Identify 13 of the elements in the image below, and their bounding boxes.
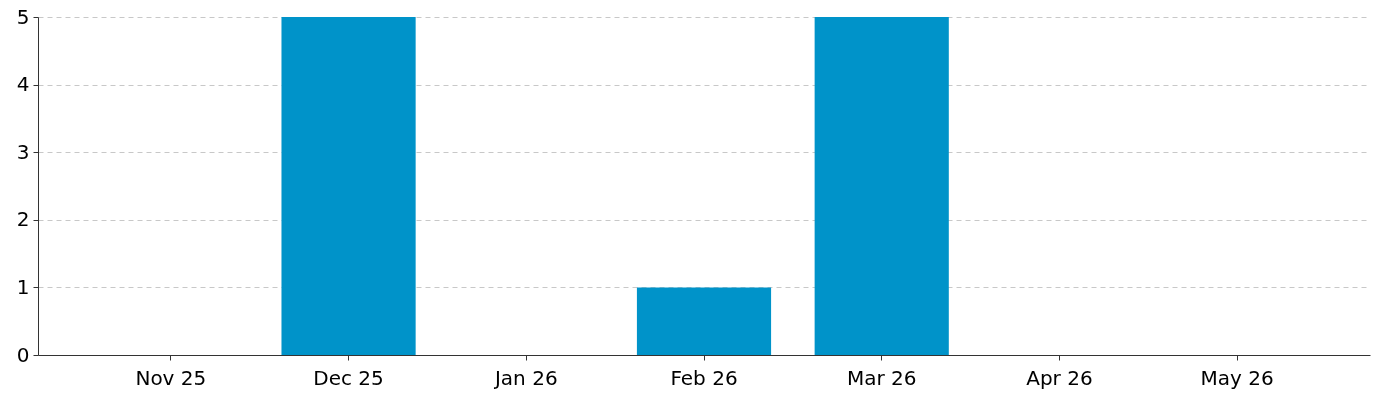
x-tick-label: Mar 26 xyxy=(846,365,917,390)
y-tick-label: 4 xyxy=(16,72,30,97)
y-tick-label: 3 xyxy=(16,139,30,164)
y-tick-label: 2 xyxy=(16,207,30,232)
x-tick-label: Apr 26 xyxy=(1026,365,1093,390)
x-tick-label: May 26 xyxy=(1200,365,1274,390)
x-tick-label: Dec 25 xyxy=(313,365,384,390)
y-tick-label: 0 xyxy=(16,342,30,367)
y-tick-label: 5 xyxy=(16,4,30,29)
y-tick-label: 1 xyxy=(16,274,30,299)
x-tick-label: Feb 26 xyxy=(670,365,738,390)
x-tick-label: Nov 25 xyxy=(135,365,207,390)
x-tick-label: Jan 26 xyxy=(492,365,558,390)
